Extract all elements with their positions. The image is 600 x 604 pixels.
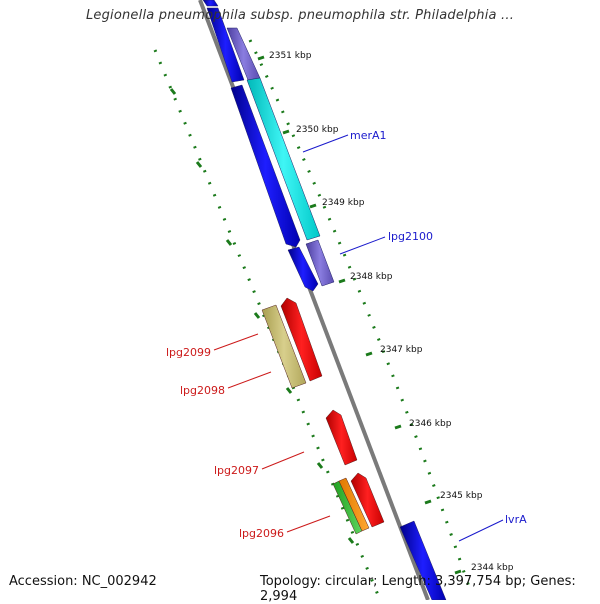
kbp-tick: 2346 kbp xyxy=(394,419,452,430)
gene-label-lpg2100[interactable]: lpg2100 xyxy=(388,230,433,243)
kbp-tick: 2351 kbp xyxy=(257,51,312,61)
kbp-tick-label: 2349 kbp xyxy=(322,198,365,208)
accession-text: Accession: NC_002942 xyxy=(9,574,157,589)
gene-label-lpg2096[interactable]: lpg2096 xyxy=(239,527,284,540)
gene-arrow[interactable] xyxy=(246,77,321,241)
gene-arrow[interactable] xyxy=(287,246,319,292)
kbp-tick-label: 2347 kbp xyxy=(380,345,423,355)
gene-label-lpg2098[interactable]: lpg2098 xyxy=(180,384,225,397)
gene-arrow[interactable] xyxy=(206,7,245,83)
inner-ring-ticks xyxy=(169,88,355,544)
gene-arrow[interactable] xyxy=(338,477,370,532)
kbp-tick: 2345 kbp xyxy=(424,491,483,505)
gene-labels: merA1 lpg2100 lvrA lpg2099 lpg2098 lpg20… xyxy=(166,129,527,540)
gene-arrow[interactable] xyxy=(202,0,219,7)
outer-dotted-ring xyxy=(248,39,472,591)
label-leaders xyxy=(213,134,504,542)
kbp-tick-label: 2351 kbp xyxy=(269,51,312,61)
forward-genes xyxy=(202,0,447,600)
gene-arrow[interactable] xyxy=(280,297,323,382)
gene-label-lpg2097[interactable]: lpg2097 xyxy=(214,464,259,477)
reverse-genes xyxy=(261,297,385,535)
kbp-ticks: 2351 kbp 2350 kbp 2349 kbp 2348 kbp 2347… xyxy=(257,51,514,575)
kbp-tick: 2348 kbp xyxy=(338,272,393,284)
kbp-tick: 2350 kbp xyxy=(282,125,339,135)
gene-arrow[interactable] xyxy=(305,239,335,287)
gene-label-mera1[interactable]: merA1 xyxy=(350,129,387,142)
gene-label-lpg2099[interactable]: lpg2099 xyxy=(166,346,211,359)
gene-arrow[interactable] xyxy=(325,409,358,466)
kbp-tick: 2349 kbp xyxy=(309,198,365,209)
kbp-tick: 2344 kbp xyxy=(454,563,514,575)
kbp-tick-label: 2346 kbp xyxy=(409,419,452,429)
kbp-tick-label: 2348 kbp xyxy=(350,272,393,282)
kbp-tick: 2347 kbp xyxy=(365,345,423,357)
map-title: Legionella pneumophila subsp. pneumophil… xyxy=(85,8,515,23)
gene-arrow[interactable] xyxy=(399,520,447,600)
kbp-tick-label: 2350 kbp xyxy=(296,125,339,135)
kbp-tick-label: 2344 kbp xyxy=(471,563,514,573)
backbone-line xyxy=(198,0,430,600)
gene-label-lvra[interactable]: lvrA xyxy=(505,513,527,526)
gene-arrow[interactable] xyxy=(230,84,301,248)
kbp-tick-label: 2345 kbp xyxy=(440,491,483,501)
gene-arrow[interactable] xyxy=(261,304,307,389)
gene-arrow[interactable] xyxy=(350,472,385,528)
